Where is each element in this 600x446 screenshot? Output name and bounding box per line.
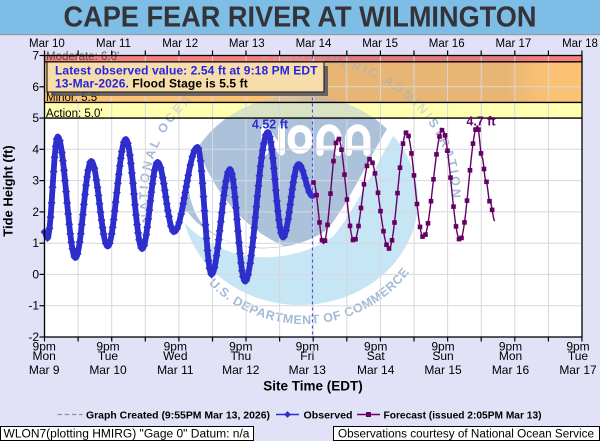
- svg-text:3: 3: [32, 174, 39, 188]
- svg-text:5: 5: [32, 111, 39, 125]
- svg-text:9pm: 9pm: [431, 340, 454, 354]
- svg-text:Sun: Sun: [432, 349, 453, 363]
- svg-text:Mar 14: Mar 14: [357, 363, 395, 377]
- svg-text:Mar 16: Mar 16: [429, 38, 465, 50]
- svg-text:Mar 12: Mar 12: [162, 38, 198, 50]
- svg-text:9pm: 9pm: [499, 340, 522, 354]
- svg-text:Wed: Wed: [163, 349, 187, 363]
- svg-text:WLON7(plotting HMIRG) "Gage 0": WLON7(plotting HMIRG) "Gage 0" Datum: n/…: [4, 429, 251, 441]
- svg-text:Mar 18: Mar 18: [562, 38, 598, 50]
- svg-text:CAPE FEAR RIVER AT WILMINGTON: CAPE FEAR RIVER AT WILMINGTON: [64, 2, 537, 34]
- svg-text:13-Mar-2026. Flood Stage is 5.: 13-Mar-2026. Flood Stage is 5.5 ft: [55, 77, 248, 91]
- svg-text:1: 1: [32, 236, 39, 250]
- svg-text:Mar 15: Mar 15: [362, 38, 398, 50]
- svg-text:Mar 10: Mar 10: [29, 38, 65, 50]
- svg-text:Mon: Mon: [33, 349, 56, 363]
- svg-text:6: 6: [32, 80, 39, 94]
- svg-text:4.52 ft: 4.52 ft: [252, 118, 289, 132]
- svg-text:Fri: Fri: [300, 349, 314, 363]
- svg-text:9pm: 9pm: [229, 340, 252, 354]
- svg-text:Mar 16: Mar 16: [492, 363, 530, 377]
- svg-text:Mar 15: Mar 15: [424, 363, 462, 377]
- svg-text:Mar 13: Mar 13: [229, 38, 265, 50]
- svg-text:Observations courtesy of Natio: Observations courtesy of National Ocean …: [338, 429, 594, 441]
- svg-text:Observed: Observed: [304, 410, 353, 422]
- svg-text:Mar 12: Mar 12: [222, 363, 260, 377]
- svg-text:4: 4: [32, 142, 39, 156]
- svg-text:Sat: Sat: [367, 349, 386, 363]
- svg-text:Mon: Mon: [499, 349, 522, 363]
- svg-text:9pm: 9pm: [296, 340, 319, 354]
- svg-text:0: 0: [32, 267, 39, 281]
- svg-text:9pm: 9pm: [96, 340, 119, 354]
- svg-text:9pm: 9pm: [566, 340, 589, 354]
- svg-text:Mar 14: Mar 14: [296, 38, 332, 50]
- svg-text:Thu: Thu: [230, 349, 251, 363]
- svg-text:-2: -2: [28, 330, 39, 344]
- svg-text:4.7 ft: 4.7 ft: [466, 115, 496, 129]
- svg-text:2: 2: [32, 205, 39, 219]
- svg-text:Tue: Tue: [98, 349, 119, 363]
- svg-text:Latest observed value: 2.54 ft: Latest observed value: 2.54 ft at 9:18 P…: [55, 64, 318, 78]
- svg-text:Action: 5.0': Action: 5.0': [46, 108, 103, 120]
- svg-text:Site Time (EDT): Site Time (EDT): [263, 379, 363, 394]
- svg-text:Mar 11: Mar 11: [157, 363, 194, 377]
- svg-text:7: 7: [32, 49, 39, 63]
- svg-text:Mar 13: Mar 13: [289, 363, 327, 377]
- svg-text:Tide Height (ft): Tide Height (ft): [1, 145, 16, 236]
- svg-text:Moderate: 6.8': Moderate: 6.8': [46, 51, 119, 63]
- svg-text:-1: -1: [28, 299, 39, 313]
- svg-text:Mar 17: Mar 17: [496, 38, 532, 50]
- svg-text:Graph Created (9:55PM Mar 13,: Graph Created (9:55PM Mar 13, 2026): [86, 410, 270, 422]
- svg-text:9pm: 9pm: [164, 340, 187, 354]
- svg-text:9pm: 9pm: [364, 340, 387, 354]
- svg-text:Mar 10: Mar 10: [89, 363, 127, 377]
- svg-text:Mar 17: Mar 17: [559, 363, 597, 377]
- svg-text:9pm: 9pm: [33, 340, 56, 354]
- svg-text:Mar 11: Mar 11: [96, 38, 131, 50]
- svg-text:Mar 9: Mar 9: [29, 363, 60, 377]
- svg-text:Forecast (issued 2:05PM Mar 13: Forecast (issued 2:05PM Mar 13): [384, 410, 542, 422]
- svg-text:Tue: Tue: [568, 349, 589, 363]
